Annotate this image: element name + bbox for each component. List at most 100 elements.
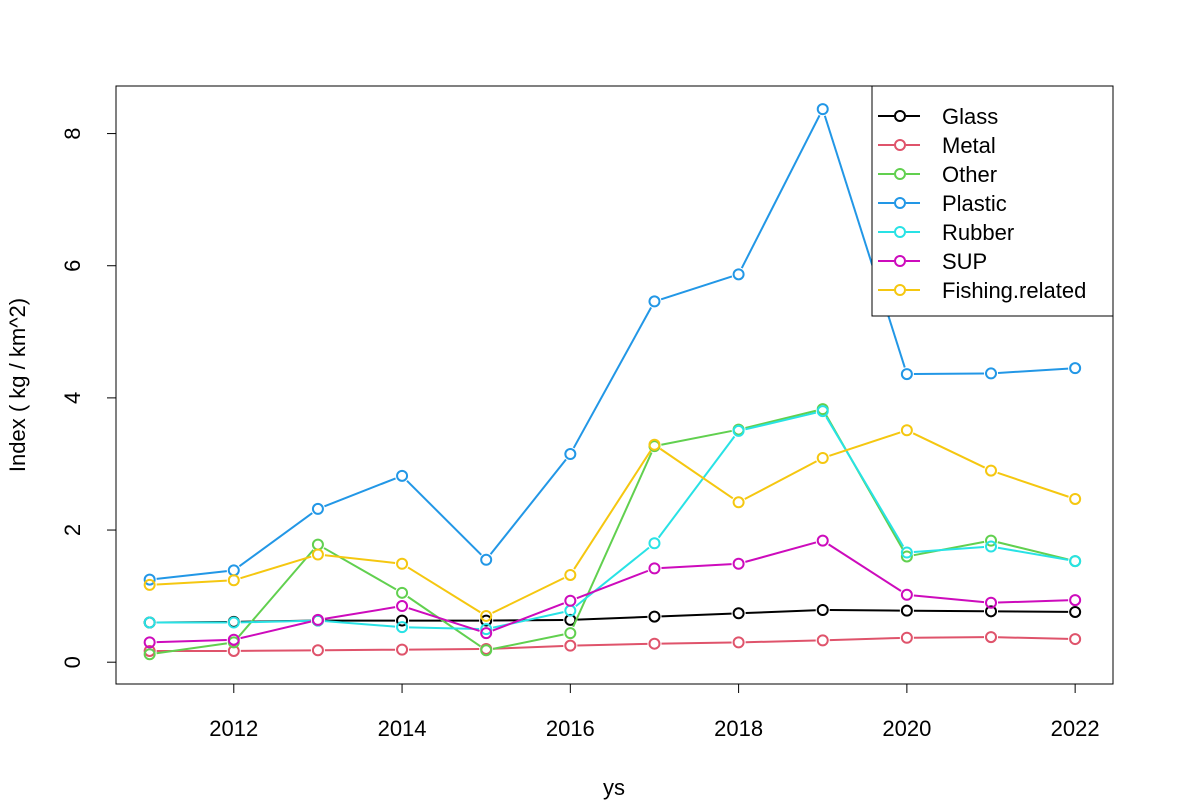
data-point [985, 605, 998, 618]
data-point [227, 633, 240, 646]
data-point [227, 564, 240, 577]
series-line-segment [913, 546, 985, 554]
data-point [648, 637, 661, 650]
series-line-segment [408, 607, 480, 632]
data-point [900, 550, 913, 563]
data-point [396, 586, 409, 599]
series-line-segment [997, 541, 1069, 561]
legend-label: Plastic [942, 191, 1007, 216]
series-line-segment [740, 114, 821, 269]
data-point [564, 627, 577, 640]
x-tick-label: 2018 [714, 716, 763, 741]
series-line-segment [913, 636, 985, 639]
series-line-segment [572, 452, 653, 628]
series-line-segment [572, 307, 652, 449]
legend-label: Rubber [942, 220, 1014, 245]
series-line-segment [238, 512, 313, 568]
legend-item: Rubber [878, 220, 1014, 245]
data-point [816, 405, 829, 418]
data-point [227, 574, 240, 587]
series-line-segment [406, 480, 482, 556]
data-point [648, 537, 661, 550]
data-point [1069, 633, 1082, 646]
data-point [480, 627, 493, 640]
legend-label: Fishing.related [942, 278, 1086, 303]
series-line-segment [660, 275, 733, 301]
legend-marker [894, 284, 906, 296]
data-point [1069, 605, 1082, 618]
series-line-segment [492, 577, 565, 614]
series-line-segment [745, 609, 816, 615]
legend-item: Metal [878, 133, 996, 158]
data-point [396, 469, 409, 482]
data-point [480, 609, 493, 622]
legend-marker [894, 255, 906, 267]
series-line-segment [657, 435, 736, 539]
data-point [564, 594, 577, 607]
legend-item: Glass [878, 104, 998, 129]
data-point [396, 643, 409, 656]
x-tick-label: 2014 [378, 716, 427, 741]
data-point [227, 616, 240, 629]
data-point [732, 557, 745, 570]
data-point [985, 534, 998, 547]
data-point [396, 614, 409, 627]
series-plastic [143, 103, 1082, 586]
x-axis-label: ys [603, 775, 625, 800]
series-line-segment [240, 620, 312, 640]
legend-label: Other [942, 162, 997, 187]
series-line-segment [997, 367, 1069, 374]
legend-item: Other [878, 162, 997, 187]
series-line-segment [324, 477, 396, 508]
data-point [900, 631, 913, 644]
series-line-segment [489, 458, 567, 555]
data-point [143, 616, 156, 629]
data-point [900, 424, 913, 437]
series-line-segment [659, 447, 734, 500]
series-line-segment [156, 642, 227, 655]
data-point [985, 540, 998, 553]
legend-label: Metal [942, 133, 996, 158]
series-line-segment [240, 555, 312, 580]
data-point [1069, 362, 1082, 375]
legend-marker [894, 197, 906, 209]
data-point [816, 634, 829, 647]
data-point [311, 538, 324, 551]
series-line-segment [577, 615, 648, 621]
data-point [396, 557, 409, 570]
x-axis: 2012 2014 2016 2018 2020 2022 [209, 683, 1100, 741]
series-line-segment [407, 595, 481, 648]
data-point [732, 268, 745, 281]
data-point [311, 644, 324, 657]
series-line-segment [829, 636, 900, 642]
data-point [396, 621, 409, 634]
legend-box [871, 85, 1114, 317]
series-line-segment [409, 648, 480, 651]
legend-item: Plastic [878, 191, 1007, 216]
legend: Glass Metal Other Plastic Rubber SUP Fishing.r… [871, 85, 1114, 317]
x-tick-label: 2022 [1051, 716, 1100, 741]
series-line-segment [492, 633, 564, 650]
series-line-segment [829, 431, 901, 457]
data-point [143, 648, 156, 661]
data-point [900, 588, 913, 601]
data-point [985, 596, 998, 609]
data-point [311, 502, 324, 515]
data-point [564, 639, 577, 652]
data-point [143, 578, 156, 591]
data-point [732, 636, 745, 649]
series-line-segment [156, 638, 227, 644]
legend-marker [894, 139, 906, 151]
series-line-segment [324, 554, 396, 564]
series-line-segment [240, 649, 311, 652]
series-line-segment [745, 411, 817, 431]
series-line-segment [577, 642, 648, 647]
series-line-segment [823, 115, 906, 368]
legend-label: Glass [942, 104, 998, 129]
data-point [816, 452, 829, 465]
data-point [311, 548, 324, 561]
data-point [143, 636, 156, 649]
y-tick-label: 4 [60, 392, 85, 404]
series-line-segment [576, 569, 649, 600]
x-tick-label: 2012 [209, 716, 258, 741]
